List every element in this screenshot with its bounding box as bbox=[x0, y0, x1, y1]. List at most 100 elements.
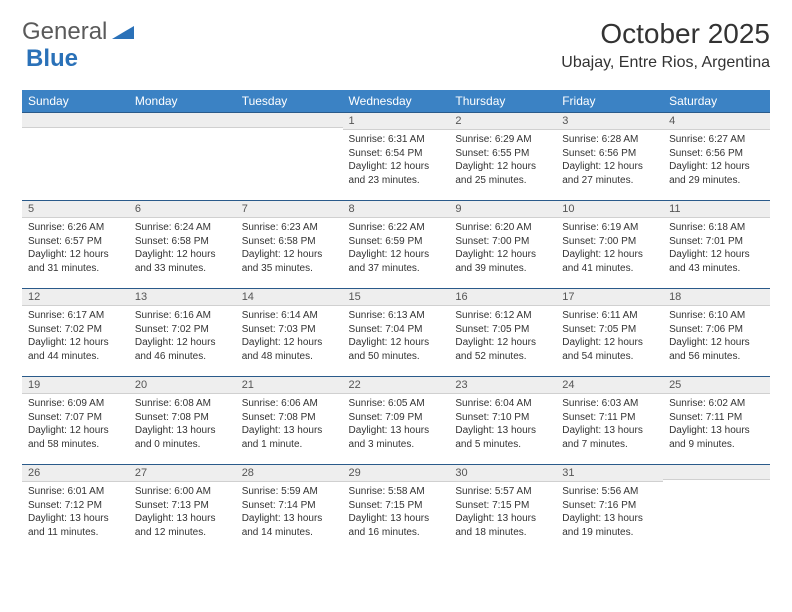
logo-text-general: General bbox=[22, 18, 107, 46]
day-details: Sunrise: 5:56 AMSunset: 7:16 PMDaylight:… bbox=[556, 482, 663, 545]
calendar-day-cell: 13Sunrise: 6:16 AMSunset: 7:02 PMDayligh… bbox=[129, 288, 236, 376]
daylight-text: Daylight: 12 hours and 43 minutes. bbox=[669, 248, 764, 275]
sunset-text: Sunset: 7:08 PM bbox=[135, 411, 230, 425]
calendar-day-cell: 14Sunrise: 6:14 AMSunset: 7:03 PMDayligh… bbox=[236, 288, 343, 376]
daylight-text: Daylight: 12 hours and 33 minutes. bbox=[135, 248, 230, 275]
weekday-header: Sunday bbox=[22, 90, 129, 112]
calendar-day-cell: 26Sunrise: 6:01 AMSunset: 7:12 PMDayligh… bbox=[22, 464, 129, 552]
sunrise-text: Sunrise: 6:19 AM bbox=[562, 221, 657, 235]
sunrise-text: Sunrise: 6:13 AM bbox=[349, 309, 444, 323]
location: Ubajay, Entre Rios, Argentina bbox=[561, 54, 770, 72]
logo: General bbox=[22, 18, 136, 46]
daylight-text: Daylight: 13 hours and 7 minutes. bbox=[562, 424, 657, 451]
sunrise-text: Sunrise: 6:20 AM bbox=[455, 221, 550, 235]
sunset-text: Sunset: 7:10 PM bbox=[455, 411, 550, 425]
sunset-text: Sunset: 7:00 PM bbox=[562, 235, 657, 249]
calendar-day-cell: 5Sunrise: 6:26 AMSunset: 6:57 PMDaylight… bbox=[22, 200, 129, 288]
day-details: Sunrise: 6:24 AMSunset: 6:58 PMDaylight:… bbox=[129, 218, 236, 281]
day-details: Sunrise: 6:19 AMSunset: 7:00 PMDaylight:… bbox=[556, 218, 663, 281]
sunset-text: Sunset: 6:59 PM bbox=[349, 235, 444, 249]
daylight-text: Daylight: 12 hours and 31 minutes. bbox=[28, 248, 123, 275]
day-number: 21 bbox=[236, 376, 343, 394]
calendar-day-cell: 24Sunrise: 6:03 AMSunset: 7:11 PMDayligh… bbox=[556, 376, 663, 464]
calendar-day-cell: 22Sunrise: 6:05 AMSunset: 7:09 PMDayligh… bbox=[343, 376, 450, 464]
daylight-text: Daylight: 12 hours and 41 minutes. bbox=[562, 248, 657, 275]
sunset-text: Sunset: 6:56 PM bbox=[669, 147, 764, 161]
day-details: Sunrise: 6:08 AMSunset: 7:08 PMDaylight:… bbox=[129, 394, 236, 457]
sunset-text: Sunset: 7:08 PM bbox=[242, 411, 337, 425]
sunrise-text: Sunrise: 6:06 AM bbox=[242, 397, 337, 411]
sunrise-text: Sunrise: 5:57 AM bbox=[455, 485, 550, 499]
sunset-text: Sunset: 7:03 PM bbox=[242, 323, 337, 337]
daylight-text: Daylight: 13 hours and 1 minute. bbox=[242, 424, 337, 451]
sunset-text: Sunset: 7:01 PM bbox=[669, 235, 764, 249]
daylight-text: Daylight: 12 hours and 35 minutes. bbox=[242, 248, 337, 275]
day-number: 4 bbox=[663, 112, 770, 130]
weekday-header: Friday bbox=[556, 90, 663, 112]
calendar-day-cell: 2Sunrise: 6:29 AMSunset: 6:55 PMDaylight… bbox=[449, 112, 556, 200]
day-details: Sunrise: 6:00 AMSunset: 7:13 PMDaylight:… bbox=[129, 482, 236, 545]
daylight-text: Daylight: 12 hours and 25 minutes. bbox=[455, 160, 550, 187]
daylight-text: Daylight: 12 hours and 39 minutes. bbox=[455, 248, 550, 275]
month-title: October 2025 bbox=[561, 18, 770, 50]
sunset-text: Sunset: 7:05 PM bbox=[562, 323, 657, 337]
day-number: 19 bbox=[22, 376, 129, 394]
sunrise-text: Sunrise: 6:14 AM bbox=[242, 309, 337, 323]
calendar-day-cell: 30Sunrise: 5:57 AMSunset: 7:15 PMDayligh… bbox=[449, 464, 556, 552]
calendar-day-cell: 6Sunrise: 6:24 AMSunset: 6:58 PMDaylight… bbox=[129, 200, 236, 288]
daylight-text: Daylight: 13 hours and 14 minutes. bbox=[242, 512, 337, 539]
daylight-text: Daylight: 13 hours and 3 minutes. bbox=[349, 424, 444, 451]
weekday-header: Wednesday bbox=[343, 90, 450, 112]
sunset-text: Sunset: 7:15 PM bbox=[349, 499, 444, 513]
day-details: Sunrise: 6:12 AMSunset: 7:05 PMDaylight:… bbox=[449, 306, 556, 369]
calendar-day-cell: 27Sunrise: 6:00 AMSunset: 7:13 PMDayligh… bbox=[129, 464, 236, 552]
sunset-text: Sunset: 7:13 PM bbox=[135, 499, 230, 513]
day-details: Sunrise: 6:06 AMSunset: 7:08 PMDaylight:… bbox=[236, 394, 343, 457]
day-number: 23 bbox=[449, 376, 556, 394]
day-number bbox=[129, 112, 236, 128]
day-details: Sunrise: 6:10 AMSunset: 7:06 PMDaylight:… bbox=[663, 306, 770, 369]
sunrise-text: Sunrise: 6:05 AM bbox=[349, 397, 444, 411]
daylight-text: Daylight: 12 hours and 52 minutes. bbox=[455, 336, 550, 363]
day-number: 18 bbox=[663, 288, 770, 306]
logo-text-blue-wrap: Blue bbox=[26, 45, 78, 73]
sunset-text: Sunset: 6:58 PM bbox=[242, 235, 337, 249]
day-number: 7 bbox=[236, 200, 343, 218]
day-details: Sunrise: 6:14 AMSunset: 7:03 PMDaylight:… bbox=[236, 306, 343, 369]
daylight-text: Daylight: 12 hours and 44 minutes. bbox=[28, 336, 123, 363]
day-number: 31 bbox=[556, 464, 663, 482]
sunrise-text: Sunrise: 6:01 AM bbox=[28, 485, 123, 499]
day-details: Sunrise: 6:04 AMSunset: 7:10 PMDaylight:… bbox=[449, 394, 556, 457]
sunrise-text: Sunrise: 6:22 AM bbox=[349, 221, 444, 235]
day-details: Sunrise: 6:22 AMSunset: 6:59 PMDaylight:… bbox=[343, 218, 450, 281]
sunrise-text: Sunrise: 6:16 AM bbox=[135, 309, 230, 323]
weekday-header: Saturday bbox=[663, 90, 770, 112]
sunset-text: Sunset: 6:58 PM bbox=[135, 235, 230, 249]
calendar-day-cell: 4Sunrise: 6:27 AMSunset: 6:56 PMDaylight… bbox=[663, 112, 770, 200]
sunset-text: Sunset: 6:55 PM bbox=[455, 147, 550, 161]
day-details: Sunrise: 6:20 AMSunset: 7:00 PMDaylight:… bbox=[449, 218, 556, 281]
day-details: Sunrise: 6:31 AMSunset: 6:54 PMDaylight:… bbox=[343, 130, 450, 193]
sunset-text: Sunset: 7:16 PM bbox=[562, 499, 657, 513]
day-details: Sunrise: 6:02 AMSunset: 7:11 PMDaylight:… bbox=[663, 394, 770, 457]
day-details: Sunrise: 6:27 AMSunset: 6:56 PMDaylight:… bbox=[663, 130, 770, 193]
sunset-text: Sunset: 7:14 PM bbox=[242, 499, 337, 513]
calendar-day-cell: 9Sunrise: 6:20 AMSunset: 7:00 PMDaylight… bbox=[449, 200, 556, 288]
daylight-text: Daylight: 13 hours and 5 minutes. bbox=[455, 424, 550, 451]
sunset-text: Sunset: 6:54 PM bbox=[349, 147, 444, 161]
daylight-text: Daylight: 13 hours and 19 minutes. bbox=[562, 512, 657, 539]
sunrise-text: Sunrise: 6:31 AM bbox=[349, 133, 444, 147]
day-number: 20 bbox=[129, 376, 236, 394]
calendar-day-cell: 23Sunrise: 6:04 AMSunset: 7:10 PMDayligh… bbox=[449, 376, 556, 464]
daylight-text: Daylight: 13 hours and 0 minutes. bbox=[135, 424, 230, 451]
daylight-text: Daylight: 12 hours and 48 minutes. bbox=[242, 336, 337, 363]
day-number bbox=[663, 464, 770, 480]
calendar-day-cell: 1Sunrise: 6:31 AMSunset: 6:54 PMDaylight… bbox=[343, 112, 450, 200]
weekday-header: Monday bbox=[129, 90, 236, 112]
daylight-text: Daylight: 12 hours and 37 minutes. bbox=[349, 248, 444, 275]
sunset-text: Sunset: 7:00 PM bbox=[455, 235, 550, 249]
sunset-text: Sunset: 7:09 PM bbox=[349, 411, 444, 425]
daylight-text: Daylight: 12 hours and 50 minutes. bbox=[349, 336, 444, 363]
calendar-day-cell: 25Sunrise: 6:02 AMSunset: 7:11 PMDayligh… bbox=[663, 376, 770, 464]
day-details bbox=[129, 128, 236, 137]
